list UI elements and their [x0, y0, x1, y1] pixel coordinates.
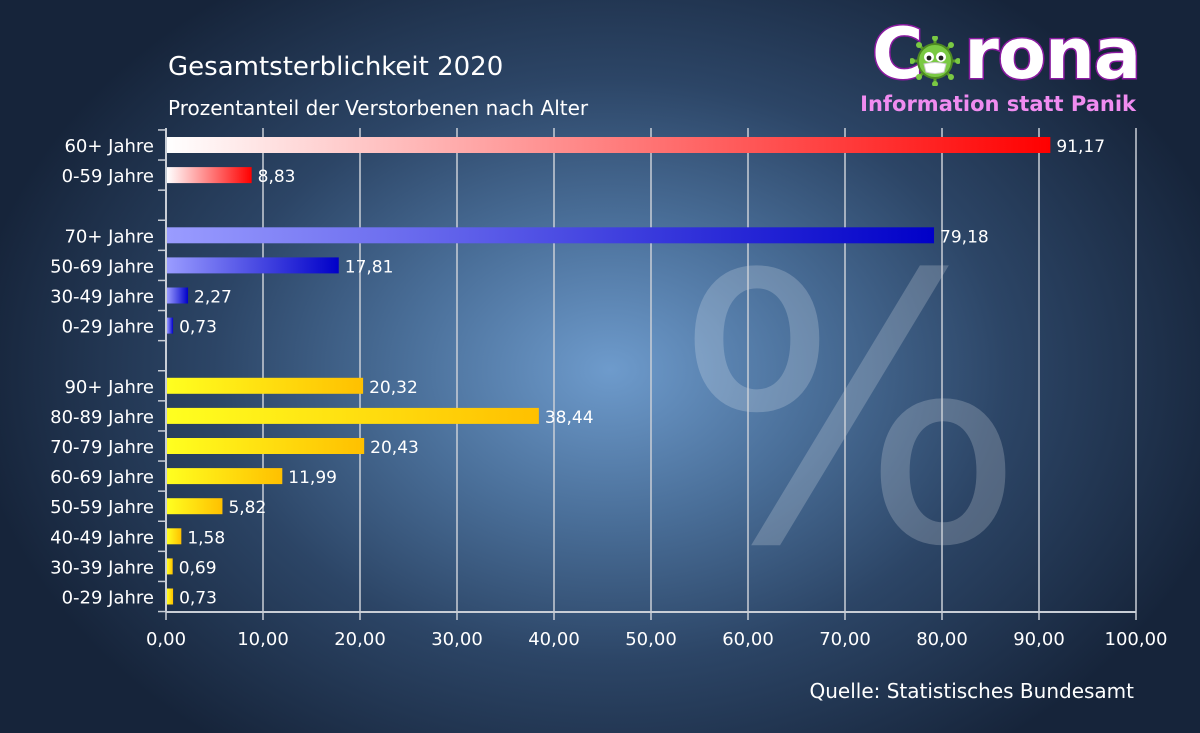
- category-label: 90+ Jahre: [64, 377, 154, 398]
- bar: [167, 588, 174, 605]
- value-label: 20,43: [370, 438, 419, 458]
- percent-watermark: %: [674, 198, 1026, 628]
- category-label: 30-39 Jahre: [50, 557, 154, 578]
- category-label: 50-59 Jahre: [50, 497, 154, 518]
- bar: [167, 257, 339, 274]
- value-label: 0,73: [179, 589, 217, 609]
- logo-word-right: rona: [963, 13, 1143, 95]
- bar: [167, 498, 223, 515]
- category-label: 0-29 Jahre: [62, 317, 154, 338]
- value-label: 79,18: [940, 227, 989, 247]
- bar: [167, 528, 182, 545]
- value-label: 38,44: [545, 408, 594, 428]
- category-label: 50-69 Jahre: [50, 256, 154, 277]
- bar: [167, 227, 935, 244]
- logo-word-left: C: [870, 13, 924, 95]
- value-label: 11,99: [288, 468, 337, 488]
- value-label: 0,73: [179, 318, 217, 338]
- category-label: 0-59 Jahre: [62, 166, 154, 187]
- x-tick-label: 90,00: [1013, 629, 1065, 650]
- category-label: 70+ Jahre: [64, 226, 154, 247]
- bar: [167, 438, 365, 454]
- bar: [167, 468, 283, 485]
- category-label: 40-49 Jahre: [50, 527, 154, 548]
- virus-mascot-icon: [910, 36, 960, 86]
- value-label: 2,27: [194, 288, 232, 308]
- x-tick-label: 50,00: [625, 629, 677, 650]
- value-label: 20,32: [369, 378, 418, 398]
- category-label: 80-89 Jahre: [50, 407, 154, 428]
- x-tick-label: 20,00: [334, 629, 386, 650]
- x-tick-label: 10,00: [237, 629, 289, 650]
- category-label: 30-49 Jahre: [50, 287, 154, 308]
- chart-subtitle: Prozentanteil der Verstorbenen nach Alte…: [168, 96, 589, 120]
- category-label: 60-69 Jahre: [50, 467, 154, 488]
- value-label: 8,83: [258, 167, 296, 187]
- x-tick-label: 100,00: [1105, 629, 1168, 650]
- category-label: 70-79 Jahre: [50, 437, 154, 458]
- x-tick-label: 0,00: [146, 629, 186, 650]
- category-label: 60+ Jahre: [64, 136, 154, 157]
- bar: [167, 167, 252, 184]
- x-tick-label: 30,00: [431, 629, 483, 650]
- bar: [167, 317, 174, 334]
- source-note: Quelle: Statistisches Bundesamt: [809, 679, 1135, 703]
- x-tick-label: 80,00: [916, 629, 968, 650]
- category-label: 0-29 Jahre: [62, 588, 154, 609]
- bar: [167, 407, 539, 424]
- bar: [167, 287, 189, 304]
- x-tick-label: 40,00: [528, 629, 580, 650]
- logo-tagline: Information statt Panik: [860, 92, 1136, 116]
- value-label: 5,82: [228, 498, 266, 518]
- value-label: 91,17: [1056, 137, 1105, 157]
- value-label: 1,58: [187, 528, 225, 548]
- x-tick-label: 70,00: [819, 629, 871, 650]
- value-label: 0,69: [179, 558, 217, 578]
- x-tick-label: 60,00: [722, 629, 774, 650]
- value-label: 17,81: [345, 257, 394, 277]
- bar: [167, 137, 1051, 153]
- chart-title: Gesamtsterblichkeit 2020: [168, 52, 504, 82]
- bar: [167, 377, 364, 394]
- bar: [167, 558, 173, 575]
